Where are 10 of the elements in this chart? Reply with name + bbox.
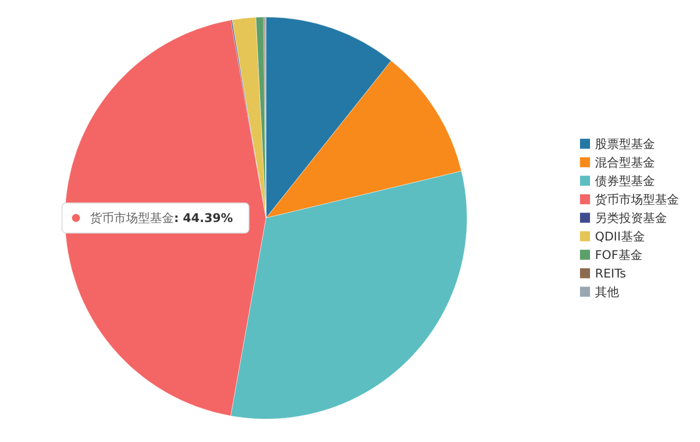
data-label: : 44.39% <box>174 210 233 225</box>
legend-label: 股票型基金 <box>595 136 655 151</box>
legend-label: FOF基金 <box>595 248 642 262</box>
legend-label: 另类投资基金 <box>595 210 667 225</box>
legend-label: 其他 <box>595 284 619 299</box>
legend-label: 债券型基金 <box>595 174 655 188</box>
legend-label: REITs <box>595 266 626 280</box>
category-label: 货币市场型基金 <box>595 192 679 206</box>
legend-label: QDII基金 <box>595 229 645 244</box>
legend-label: 混合型基金 <box>595 155 655 170</box>
